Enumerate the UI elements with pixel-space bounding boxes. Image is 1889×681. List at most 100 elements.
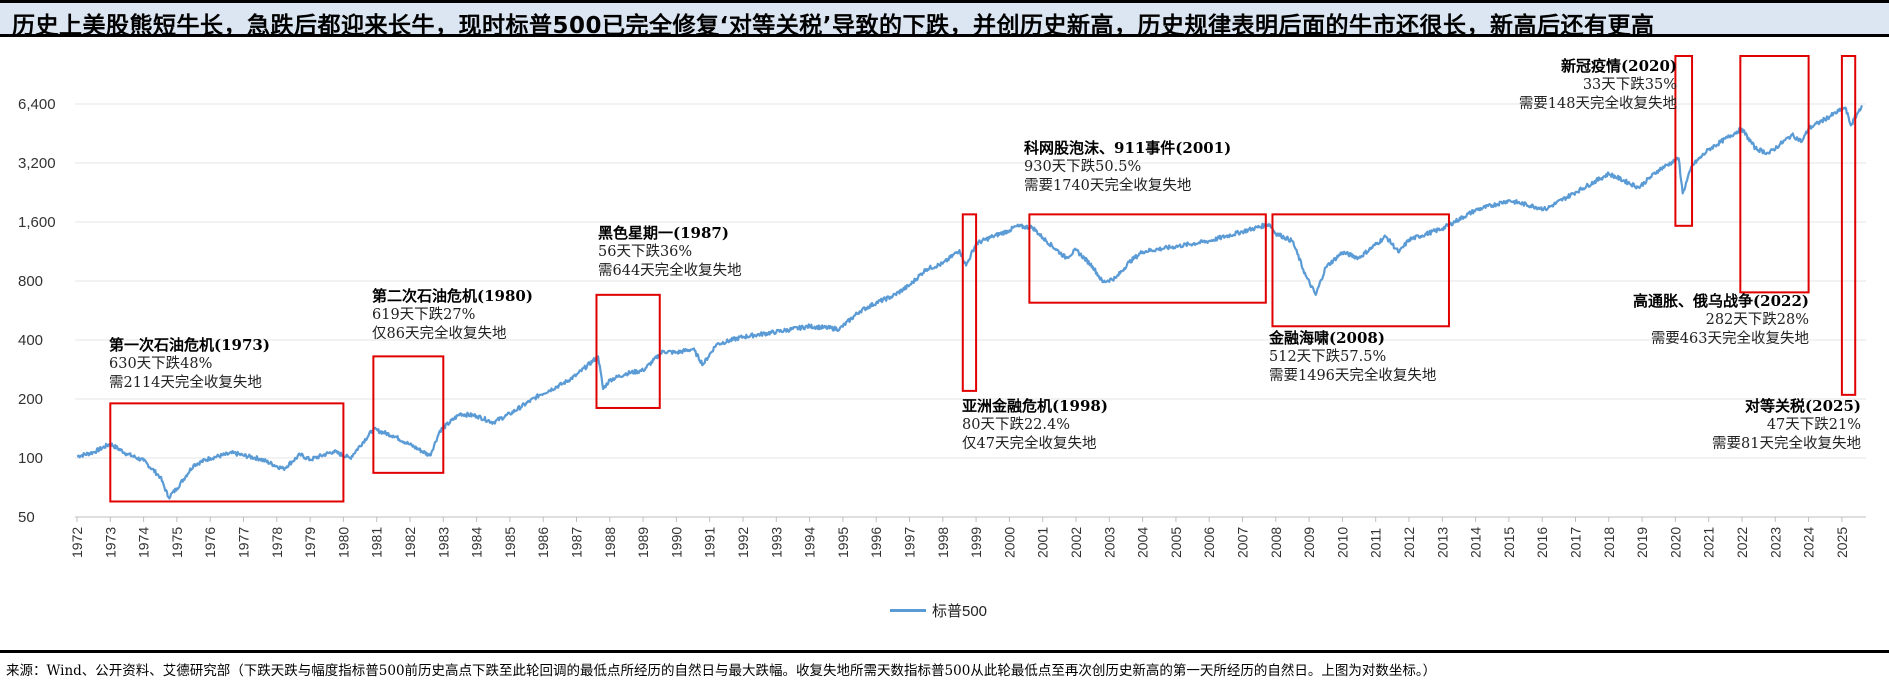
x-tick-label: 1977 bbox=[236, 527, 252, 558]
x-tick-label: 1991 bbox=[702, 527, 718, 558]
annotation-2008: 金融海啸(2008) 512天下跌57.5% 需要1496天完全收复失地 bbox=[1269, 329, 1436, 386]
annotation-drop: 930天下跌50.5% bbox=[1024, 159, 1142, 175]
x-tick-label: 1985 bbox=[502, 527, 518, 558]
legend: 标普500 bbox=[890, 600, 987, 621]
x-tick-label: 2018 bbox=[1601, 527, 1617, 558]
crash-highlight-box bbox=[1271, 213, 1450, 328]
annotation-title: 亚洲金融危机(1998) bbox=[962, 397, 1108, 415]
annotation-recover: 仅86天完全收复失地 bbox=[372, 326, 507, 342]
x-tick-label: 2013 bbox=[1434, 527, 1450, 558]
annotation-drop: 47天下跌21% bbox=[1766, 417, 1861, 433]
annotation-drop: 512天下跌57.5% bbox=[1269, 349, 1387, 365]
annotation-1987: 黑色星期一(1987) 56天下跌36% 需644天完全收复失地 bbox=[598, 224, 742, 281]
x-tick-label: 2005 bbox=[1168, 527, 1184, 558]
x-tick-label: 1974 bbox=[136, 527, 152, 558]
x-tick-label: 1996 bbox=[868, 527, 884, 558]
annotation-title: 新冠疫情(2020) bbox=[1561, 57, 1677, 75]
x-tick-label: 1994 bbox=[802, 527, 818, 558]
annotation-drop: 282天下跌28% bbox=[1705, 312, 1809, 328]
annotation-recover: 需要463天完全收复失地 bbox=[1650, 331, 1809, 347]
y-tick-label: 800 bbox=[18, 273, 43, 290]
x-tick-label: 2020 bbox=[1667, 527, 1683, 558]
x-tick-label: 1972 bbox=[69, 527, 85, 558]
annotation-title: 第一次石油危机(1973) bbox=[109, 336, 270, 354]
x-tick-label: 2011 bbox=[1368, 528, 1384, 558]
annotation-title: 高通胀、俄乌战争(2022) bbox=[1633, 292, 1809, 310]
x-tick-label: 2024 bbox=[1801, 527, 1817, 558]
x-tick-label: 2010 bbox=[1334, 527, 1350, 558]
x-tick-label: 2015 bbox=[1501, 527, 1517, 558]
x-tick-label: 1998 bbox=[935, 527, 951, 558]
annotation-title: 科网股泡沫、911事件(2001) bbox=[1024, 139, 1232, 157]
sp500-series-line bbox=[76, 104, 1863, 500]
x-tick-label: 1984 bbox=[469, 527, 485, 558]
annotation-recover: 需644天完全收复失地 bbox=[598, 263, 742, 279]
x-tick-label: 1997 bbox=[902, 527, 918, 558]
y-tick-label: 400 bbox=[18, 332, 43, 349]
annotation-recover: 需要81天完全收复失地 bbox=[1712, 436, 1861, 452]
crash-highlight-box bbox=[1674, 55, 1694, 227]
annotation-drop: 619天下跌27% bbox=[372, 307, 476, 323]
x-tick-label: 1976 bbox=[202, 527, 218, 558]
x-tick-label: 1975 bbox=[169, 527, 185, 558]
x-tick-label: 1981 bbox=[369, 527, 385, 558]
annotation-2022: 高通胀、俄乌战争(2022) 282天下跌28% 需要463天完全收复失地 bbox=[1633, 292, 1809, 349]
x-tick-label: 2014 bbox=[1468, 527, 1484, 558]
x-tick-label: 2007 bbox=[1235, 527, 1251, 558]
legend-line-swatch bbox=[890, 609, 926, 612]
x-tick-label: 1986 bbox=[535, 527, 551, 558]
footer-divider bbox=[0, 650, 1889, 653]
annotation-drop: 80天下跌22.4% bbox=[962, 417, 1071, 433]
y-tick-label: 100 bbox=[18, 450, 43, 467]
annotation-drop: 630天下跌48% bbox=[109, 356, 213, 372]
x-tick-label: 2016 bbox=[1534, 527, 1550, 558]
annotation-2001: 科网股泡沫、911事件(2001) 930天下跌50.5% 需要1740天完全收… bbox=[1024, 139, 1231, 196]
x-tick-label: 2003 bbox=[1101, 527, 1117, 558]
x-tick-label: 1999 bbox=[968, 527, 984, 558]
y-tick-label: 6,400 bbox=[18, 96, 56, 113]
x-tick-label: 1988 bbox=[602, 527, 618, 558]
x-tick-label: 1993 bbox=[768, 527, 784, 558]
annotation-title: 黑色星期一(1987) bbox=[598, 224, 729, 242]
y-tick-label: 50 bbox=[18, 509, 35, 526]
x-tick-label: 1979 bbox=[302, 527, 318, 558]
title-bar: 历史上美股熊短牛长，急跌后都迎来长牛，现时标普500已完全修复‘对等关税’导致的… bbox=[0, 0, 1889, 39]
x-tick-label: 2009 bbox=[1301, 527, 1317, 558]
annotation-recover: 仅47天完全收复失地 bbox=[962, 436, 1097, 452]
x-tick-label: 2001 bbox=[1035, 527, 1051, 558]
x-tick-label: 2019 bbox=[1634, 527, 1650, 558]
x-tick-label: 2012 bbox=[1401, 527, 1417, 558]
annotation-recover: 需要1496天完全收复失地 bbox=[1269, 368, 1437, 384]
x-tick-label: 2002 bbox=[1068, 527, 1084, 558]
annotation-recover: 需要1740天完全收复失地 bbox=[1024, 178, 1192, 194]
annotation-drop: 33天下跌35% bbox=[1582, 77, 1677, 93]
annotation-recover: 需2114天完全收复失地 bbox=[109, 375, 262, 391]
annotation-drop: 56天下跌36% bbox=[598, 244, 693, 260]
annotation-title: 第二次石油危机(1980) bbox=[372, 287, 533, 305]
annotation-2020: 新冠疫情(2020) 33天下跌35% 需要148天完全收复失地 bbox=[1519, 57, 1677, 114]
crash-highlight-box bbox=[1028, 213, 1267, 304]
x-tick-label: 2017 bbox=[1568, 527, 1584, 558]
annotation-title: 金融海啸(2008) bbox=[1269, 329, 1385, 347]
x-tick-label: 2008 bbox=[1268, 527, 1284, 558]
annotation-1980: 第二次石油危机(1980) 619天下跌27% 仅86天完全收复失地 bbox=[372, 287, 533, 344]
x-tick-label: 1980 bbox=[335, 527, 351, 558]
x-tick-label: 2006 bbox=[1201, 527, 1217, 558]
x-tick-label: 2023 bbox=[1767, 527, 1783, 558]
crash-highlight-box bbox=[595, 293, 661, 409]
x-tick-label: 1973 bbox=[102, 527, 118, 558]
x-tick-label: 1983 bbox=[435, 527, 451, 558]
x-tick-label: 1995 bbox=[835, 527, 851, 558]
annotation-title: 对等关税(2025) bbox=[1745, 397, 1861, 415]
x-tick-label: 2000 bbox=[1001, 527, 1017, 558]
source-note: 来源：Wind、公开资料、艾德研究部（下跌天跌与幅度指标普500前历史高点下跌至… bbox=[6, 663, 1437, 679]
crash-highlight-box bbox=[961, 213, 978, 392]
annotation-recover: 需要148天完全收复失地 bbox=[1518, 96, 1677, 112]
y-tick-label: 200 bbox=[18, 391, 43, 408]
x-tick-label: 1978 bbox=[269, 527, 285, 558]
x-tick-label: 2025 bbox=[1834, 527, 1850, 558]
crash-highlight-box bbox=[1840, 55, 1857, 396]
annotation-1973: 第一次石油危机(1973) 630天下跌48% 需2114天完全收复失地 bbox=[109, 336, 270, 393]
x-tick-label: 1989 bbox=[635, 527, 651, 558]
x-tick-label: 1982 bbox=[402, 527, 418, 558]
